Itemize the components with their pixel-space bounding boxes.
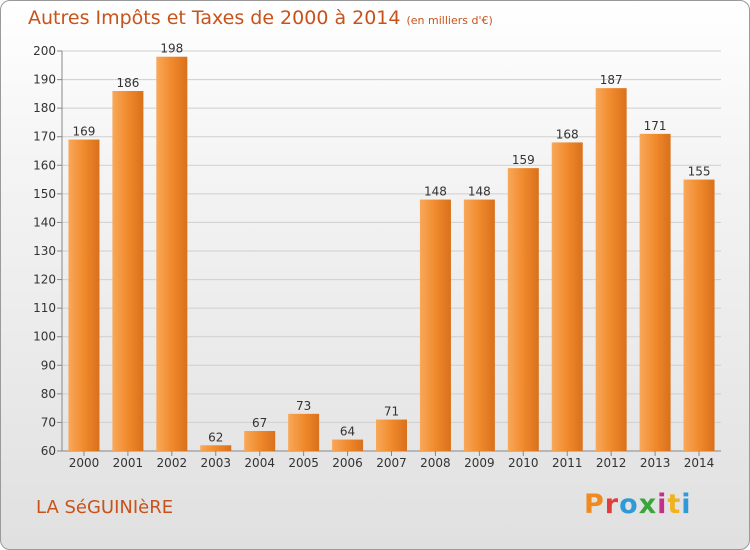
y-tick-label: 80	[41, 387, 56, 401]
bar-2001	[112, 91, 144, 451]
bar-2012	[595, 88, 627, 452]
y-tick-label: 180	[33, 101, 56, 115]
x-tick-label-2013: 2013	[640, 456, 671, 470]
x-tick-label-2012: 2012	[596, 456, 627, 470]
bar-2007	[376, 419, 407, 451]
value-label-2006: 64	[340, 425, 355, 439]
y-tick-label: 130	[33, 244, 56, 258]
x-tick-label-2011: 2011	[552, 456, 583, 470]
y-tick-label: 110	[33, 301, 56, 315]
x-tick-label-2007: 2007	[376, 456, 407, 470]
bars	[68, 56, 715, 452]
y-tick-label: 160	[33, 158, 56, 172]
bar-2011	[551, 142, 583, 451]
chart-unit: (en milliers d'€)	[406, 14, 493, 27]
value-label-2004: 67	[252, 416, 267, 430]
y-tick-label: 140	[33, 215, 56, 229]
value-label-2000: 169	[73, 125, 96, 139]
y-tick-label: 200	[33, 44, 56, 58]
value-label-2010: 159	[512, 153, 535, 167]
x-tick-label-2001: 2001	[113, 456, 144, 470]
value-label-2012: 187	[600, 73, 623, 87]
value-label-2007: 71	[384, 405, 399, 419]
value-label-2001: 186	[116, 76, 139, 90]
bar-2008	[419, 199, 451, 451]
value-label-2011: 168	[556, 127, 579, 141]
proxiti-logo: Proxiti	[584, 489, 692, 520]
bar-2009	[463, 199, 495, 451]
y-tick-label: 190	[33, 73, 56, 87]
bar-2004	[244, 431, 276, 451]
x-tick-label-2006: 2006	[332, 456, 363, 470]
x-tick-label-2008: 2008	[420, 456, 451, 470]
y-tick-label: 60	[41, 444, 56, 458]
x-tick-label-2014: 2014	[684, 456, 715, 470]
x-tick-label-2002: 2002	[157, 456, 188, 470]
bar-2005	[288, 413, 320, 451]
bar-2000	[68, 139, 100, 452]
value-label-2014: 155	[688, 165, 711, 179]
value-label-2005: 73	[296, 399, 311, 413]
x-tick-label-2003: 2003	[200, 456, 231, 470]
y-tick-label: 90	[41, 358, 56, 372]
labels: 60 70 80 90 100 110 120 130 140 150 160 170 180 190 20…	[33, 42, 714, 470]
chart-title-text: Autres Impôts et Taxes de 2000 à 2014	[28, 7, 401, 29]
y-tick-label: 150	[33, 187, 56, 201]
bar-2014	[683, 179, 715, 452]
bar-2003	[200, 445, 232, 451]
value-label-2009: 148	[468, 185, 491, 199]
y-tick-label: 120	[33, 273, 56, 287]
x-tick-label-2010: 2010	[508, 456, 539, 470]
y-tick-label: 100	[33, 330, 56, 344]
x-tick-label-2004: 2004	[244, 456, 275, 470]
chart-title: Autres Impôts et Taxes de 2000 à 2014 (en…	[28, 7, 493, 29]
x-tick-label-2000: 2000	[69, 456, 100, 470]
bar-2010	[507, 168, 539, 451]
x-tick-label-2005: 2005	[288, 456, 319, 470]
bar-2002	[156, 56, 188, 451]
x-tick-label-2009: 2009	[464, 456, 495, 470]
value-label-2003: 62	[208, 430, 223, 444]
value-label-2013: 171	[644, 119, 667, 133]
bar-2013	[639, 133, 671, 451]
commune-name: LA SéGUINIèRE	[36, 497, 174, 518]
y-tick-label: 170	[33, 130, 56, 144]
value-label-2002: 198	[160, 42, 183, 56]
value-label-2008: 148	[424, 185, 447, 199]
y-tick-label: 70	[41, 415, 56, 429]
bar-2006	[332, 439, 364, 451]
